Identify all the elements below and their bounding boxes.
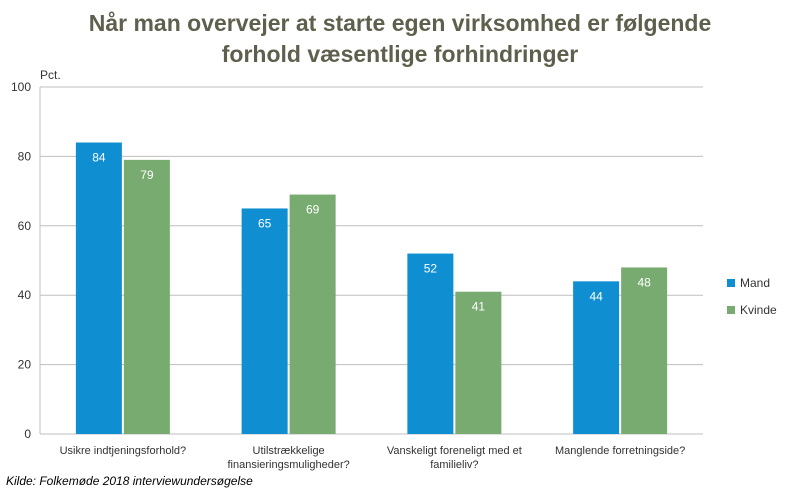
- bar-kvinde-2: [289, 194, 336, 434]
- bar-mand-1: [75, 142, 122, 434]
- legend-swatch-mand: [727, 278, 735, 287]
- bar-kvinde-1: [123, 159, 170, 434]
- y-tick-label-60: 60: [18, 219, 32, 233]
- chart-title-line-2: forhold væsentlige forhindringer: [221, 41, 579, 67]
- bar-mand-3: [407, 253, 454, 434]
- y-axis-label: Pct.: [40, 68, 61, 82]
- data-label-mand-3: 52: [424, 262, 438, 276]
- data-label-kvinde-4: 48: [637, 275, 651, 289]
- x-tick-label-2-line-1: Utilstrækkelige: [253, 445, 325, 457]
- chart-title: Når man overvejer at starte egen virksom…: [0, 8, 800, 70]
- bar-kvinde-3: [455, 291, 502, 434]
- source-note: Kilde: Folkemøde 2018 interviewundersøge…: [6, 474, 253, 488]
- bar-kvinde-4: [621, 267, 668, 434]
- y-tick-label-40: 40: [18, 288, 32, 302]
- x-tick-label-3-line-1: Vanskeligt foreneligt med et: [387, 445, 522, 457]
- data-label-kvinde-2: 69: [306, 203, 320, 217]
- data-label-mand-2: 65: [258, 216, 272, 230]
- legend-label-mand: Mand: [740, 275, 771, 290]
- x-tick-label-4-line-1: Manglende forretningside?: [555, 445, 685, 457]
- legend-item-mand: Mand: [727, 275, 770, 290]
- bar-mand-2: [241, 208, 288, 434]
- x-tick-label-3-line-2: familieliv?: [430, 459, 478, 471]
- bar-mand-4: [573, 281, 620, 434]
- legend-swatch-kvinde: [727, 305, 735, 314]
- y-tick-label-20: 20: [18, 358, 32, 372]
- data-label-kvinde-1: 79: [140, 168, 154, 182]
- y-tick-label-0: 0: [24, 427, 31, 441]
- x-tick-label-2-line-2: finansieringsmuligheder?: [227, 459, 349, 471]
- y-tick-label-100: 100: [11, 80, 31, 94]
- data-label-mand-4: 44: [589, 289, 603, 303]
- data-label-mand-1: 84: [92, 151, 106, 165]
- legend-item-kvinde: Kvinde: [727, 302, 777, 317]
- data-label-kvinde-3: 41: [472, 300, 486, 314]
- y-tick-label-80: 80: [18, 149, 32, 163]
- x-tick-label-1-line-1: Usikre indtjeningsforhold?: [60, 445, 187, 457]
- legend-label-kvinde: Kvinde: [740, 302, 777, 317]
- chart-title-line-1: Når man overvejer at starte egen virksom…: [88, 10, 712, 36]
